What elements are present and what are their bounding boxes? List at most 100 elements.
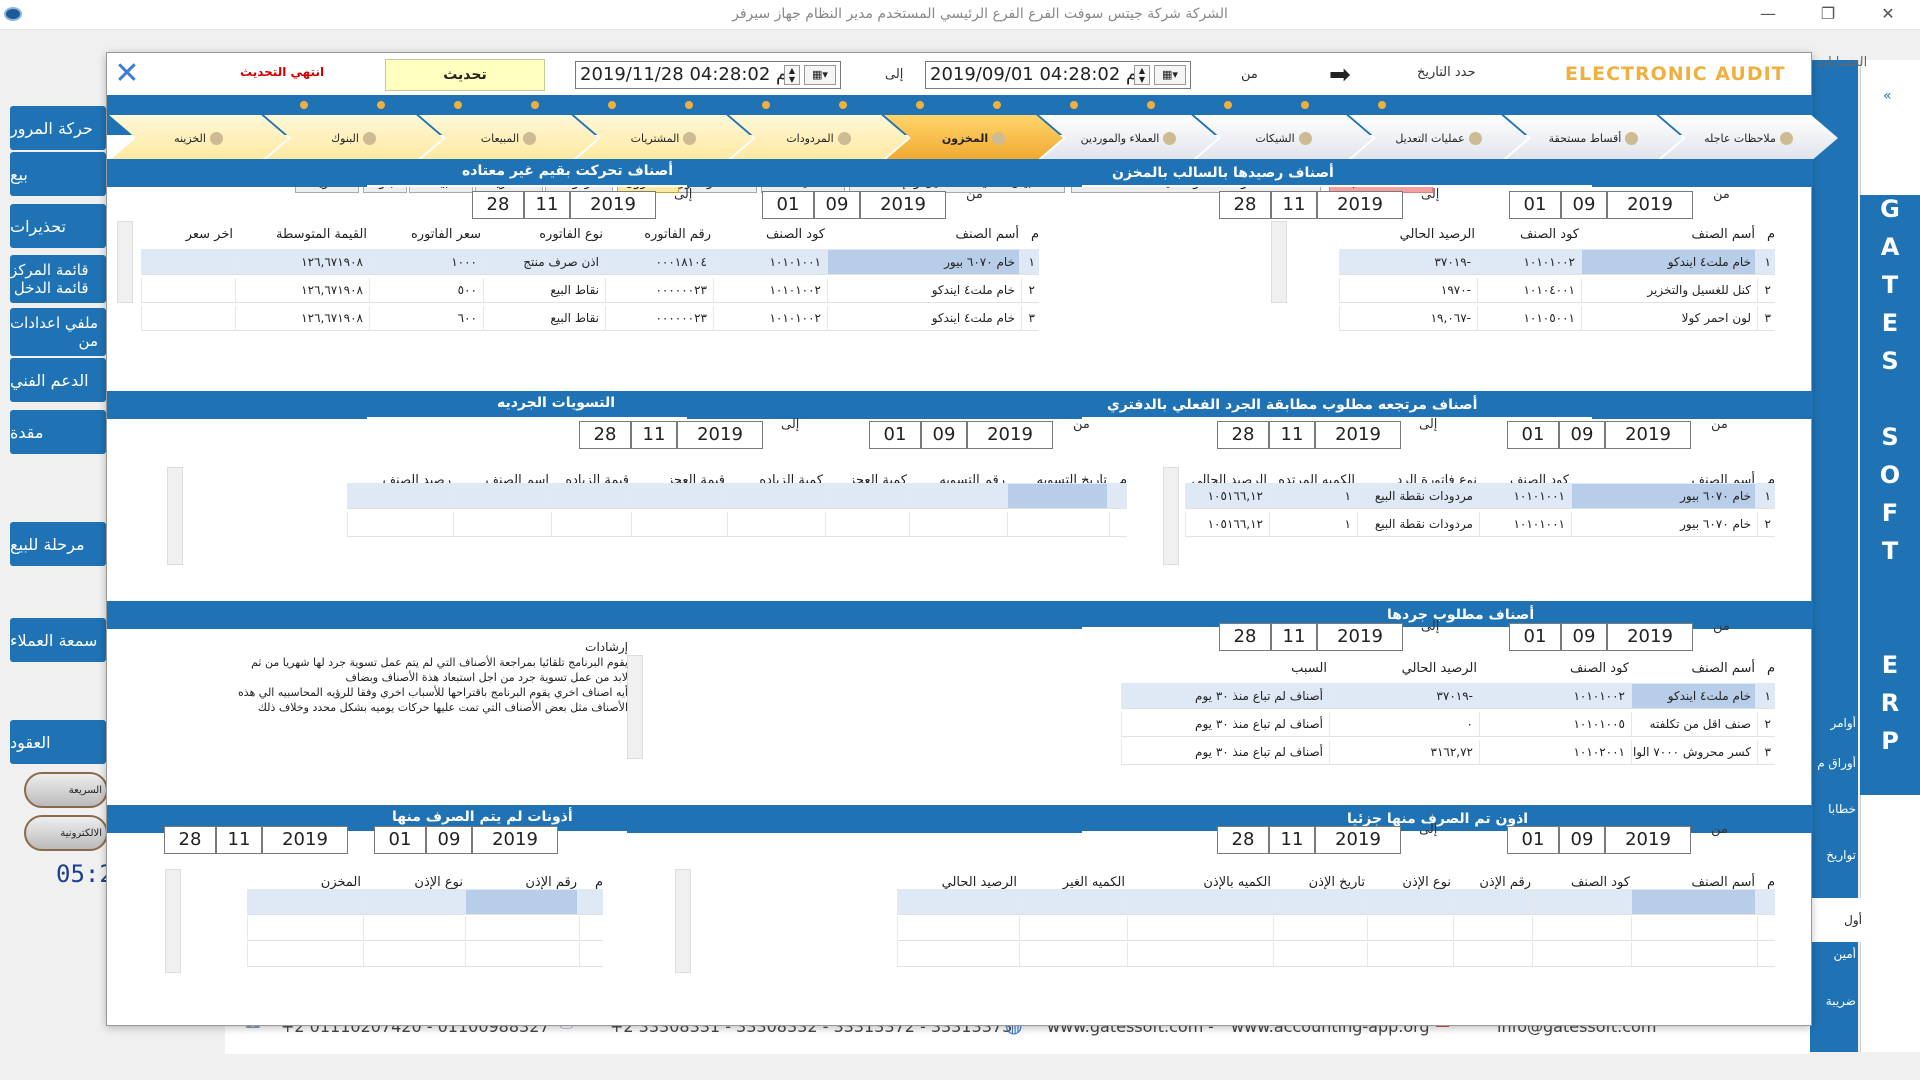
table-cell[interactable]: لون احمر كولا <box>1581 306 1755 330</box>
s4-right-to-m-input[interactable]: 11 <box>1269 826 1315 854</box>
s3-from-d-input[interactable]: 01 <box>1509 623 1561 651</box>
update-button[interactable]: تحديث <box>385 59 545 91</box>
s4-right-col-header[interactable]: تاريخ الإذن <box>1308 875 1365 890</box>
s1-left-from-d-input[interactable]: 01 <box>762 191 814 219</box>
s4-right-col-header[interactable]: الكميه الغير <box>1062 875 1125 890</box>
table-cell[interactable]: صنف اقل من تكلفته <box>1631 712 1755 736</box>
table-cell[interactable]: خام ٦٠٧٠ بيور <box>1571 484 1755 508</box>
s2-right-to-d-input[interactable]: 28 <box>1217 421 1269 449</box>
table-row[interactable] <box>247 915 603 941</box>
minimize-button[interactable]: — <box>1760 4 1776 23</box>
s2-left-from-y-input[interactable]: 2019 <box>967 421 1053 449</box>
table-row[interactable] <box>1121 739 1775 765</box>
s4-left-col-header[interactable]: رقم الإذن <box>525 875 577 890</box>
table-row[interactable] <box>141 305 1039 331</box>
table-cell[interactable]: خام ٦٠٧٠ بيور <box>827 250 1019 274</box>
s4-right-from-d-input[interactable]: 01 <box>1507 826 1559 854</box>
right-panel-item-1[interactable]: أوامر <box>1830 716 1856 730</box>
bg-nav-button-8[interactable]: مرحلة للبيع <box>10 522 106 566</box>
close-icon[interactable]: ✕ <box>114 56 140 91</box>
s2-right-to-m-input[interactable]: 11 <box>1269 421 1315 449</box>
s4-left-col-header[interactable]: نوع الإذن <box>414 875 463 890</box>
table-row[interactable] <box>1185 511 1775 537</box>
s3-to-d-input[interactable]: 28 <box>1219 623 1271 651</box>
s1-left-col-header[interactable]: أسم الصنف <box>955 227 1019 242</box>
table-row[interactable] <box>1121 711 1775 737</box>
s1-left-col-header[interactable]: القيمة المتوسطة <box>276 227 367 242</box>
calendar-dropdown-icon[interactable]: ▦▾ <box>1154 65 1186 85</box>
s4-left-from-m-input[interactable]: 09 <box>426 826 472 854</box>
table-row[interactable] <box>141 277 1039 303</box>
s1-left-col-header[interactable]: سعر الفاتوره <box>410 227 481 242</box>
date-to-input[interactable]: 2019/11/28 04:28:02 م ▲ ▼ ▦▾ <box>575 61 841 89</box>
table-cell[interactable]: كسر محروش ٧٠٠٠ الوان <box>1631 740 1755 764</box>
scrollbar[interactable] <box>167 467 183 565</box>
s1-right-col-header[interactable]: كود الصنف <box>1519 227 1579 242</box>
s4-left-from-d-input[interactable]: 01 <box>374 826 426 854</box>
s4-right-col-header[interactable]: رقم الإذن <box>1479 875 1531 890</box>
s1-right-from-d-input[interactable]: 01 <box>1509 191 1561 219</box>
s1-right-to-d-input[interactable]: 28 <box>1219 191 1271 219</box>
s4-right-col-header[interactable]: م <box>1766 875 1775 890</box>
s4-right-col-header[interactable]: الكميه بالإذن <box>1203 875 1271 890</box>
table-cell[interactable] <box>1631 916 1755 940</box>
table-row[interactable] <box>347 511 1127 537</box>
table-cell[interactable] <box>465 890 577 914</box>
scrollbar[interactable] <box>627 655 643 759</box>
s4-right-to-d-input[interactable]: 28 <box>1217 826 1269 854</box>
bg-nav-button-5[interactable]: ملفي اعدادات من <box>10 308 106 356</box>
table-cell[interactable] <box>1007 512 1107 536</box>
scrollbar[interactable] <box>675 869 691 973</box>
table-cell[interactable] <box>465 916 577 940</box>
bg-nav-button-3[interactable]: تحذيرات <box>10 204 106 248</box>
s3-from-y-input[interactable]: 2019 <box>1607 623 1693 651</box>
table-cell[interactable]: كنل للغسيل والتخزير <box>1581 278 1755 302</box>
s1-left-from-m-input[interactable]: 09 <box>814 191 860 219</box>
calendar-dropdown-icon[interactable]: ▦▾ <box>804 65 836 85</box>
s3-to-y-input[interactable]: 2019 <box>1317 623 1403 651</box>
table-cell[interactable] <box>1631 890 1755 914</box>
table-cell[interactable]: خام ٦٠٧٠ بيور <box>1571 512 1755 536</box>
s1-right-from-m-input[interactable]: 09 <box>1561 191 1607 219</box>
bg-nav-button-2[interactable]: بيع <box>10 152 106 196</box>
table-cell[interactable] <box>465 942 577 966</box>
s2-right-from-d-input[interactable]: 01 <box>1507 421 1559 449</box>
table-row[interactable] <box>897 941 1775 967</box>
electronic-pill[interactable]: الالكترونية <box>24 815 108 851</box>
s2-left-from-m-input[interactable]: 09 <box>921 421 967 449</box>
step-10[interactable]: أقساط مستحقة <box>1504 115 1683 161</box>
table-row[interactable] <box>897 889 1775 915</box>
right-panel-item-2[interactable]: أوراق م <box>1817 756 1856 770</box>
scrollbar[interactable] <box>1271 221 1287 303</box>
s1-right-col-header[interactable]: الرصيد الحالي <box>1399 227 1475 242</box>
quick-pill[interactable]: السريعة <box>24 772 108 808</box>
s1-right-col-header[interactable]: أسم الصنف <box>1691 227 1755 242</box>
right-panel-item-6[interactable]: أمين <box>1833 947 1856 961</box>
bg-nav-button-7[interactable]: مقدة <box>10 410 106 454</box>
table-row[interactable] <box>347 483 1127 509</box>
step-3[interactable]: المبيعات <box>419 115 598 161</box>
spinner-icon[interactable]: ▲ ▼ <box>784 65 800 85</box>
s1-left-col-header[interactable]: اخر سعر <box>185 227 233 242</box>
s4-left-to-y-input[interactable]: 2019 <box>262 826 348 854</box>
s1-left-col-header[interactable]: كود الصنف <box>765 227 825 242</box>
collapse-icon[interactable]: « <box>1883 88 1892 104</box>
s2-left-to-m-input[interactable]: 11 <box>631 421 677 449</box>
s3-col-header[interactable]: أسم الصنف <box>1691 661 1755 676</box>
s1-right-to-y-input[interactable]: 2019 <box>1317 191 1403 219</box>
s4-right-from-m-input[interactable]: 09 <box>1559 826 1605 854</box>
s1-left-from-y-input[interactable]: 2019 <box>860 191 946 219</box>
bg-nav-button-1[interactable]: حركة المرور <box>10 106 106 150</box>
s4-right-from-y-input[interactable]: 2019 <box>1605 826 1691 854</box>
bg-nav-button-4[interactable]: قائمة المركز قائمة الدخل <box>10 255 106 303</box>
table-cell[interactable]: خام ملت٤ ايندكو <box>827 278 1019 302</box>
s3-to-m-input[interactable]: 11 <box>1271 623 1317 651</box>
s2-left-to-d-input[interactable]: 28 <box>579 421 631 449</box>
spinner-icon[interactable]: ▲ ▼ <box>1134 65 1150 85</box>
s1-right-col-header[interactable]: م <box>1766 227 1775 242</box>
s1-left-col-header[interactable]: م <box>1030 227 1039 242</box>
s4-left-to-d-input[interactable]: 28 <box>164 826 216 854</box>
s4-right-col-header[interactable]: أسم الصنف <box>1691 875 1755 890</box>
step-5[interactable]: المردودات <box>729 115 908 161</box>
date-from-input[interactable]: 2019/09/01 04:28:02 م ▲ ▼ ▦▾ <box>925 61 1191 89</box>
